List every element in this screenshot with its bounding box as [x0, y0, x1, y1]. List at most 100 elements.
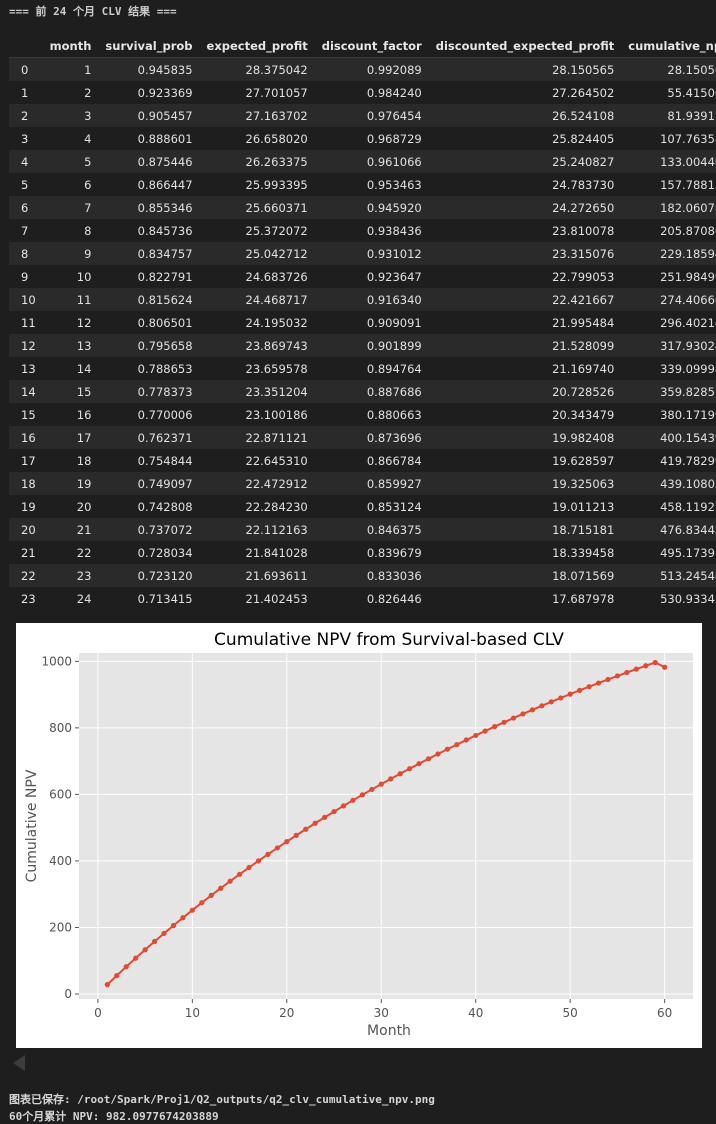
table-cell: 0.737072 — [137, 522, 193, 537]
table-cell: 22 — [76, 545, 92, 560]
series-line — [104, 659, 668, 988]
table-cell: 0.713415 — [137, 591, 193, 606]
table-cell: 23.315076 — [552, 246, 615, 261]
x-tick-label: 30 — [374, 1006, 389, 1020]
row-index: 0 — [21, 62, 29, 77]
table-cell: 182.060788 — [660, 200, 716, 215]
npv-point — [151, 938, 158, 945]
table-cell: 23.100186 — [245, 407, 308, 422]
npv-point — [605, 676, 611, 683]
gridlines — [79, 653, 693, 999]
x-tick-label: 60 — [657, 1006, 672, 1020]
table-cell: 229.185942 — [660, 246, 716, 261]
table-cell: 25.372072 — [245, 223, 308, 238]
table-cell: 0.953463 — [366, 177, 422, 192]
table-cell: 10 — [76, 269, 92, 284]
table-row: 18 19 0.749097 22.472912 0.859927 19.325063 43… — [9, 472, 716, 495]
total-npv-line: 60个月累计 NPV: 982.0977674203889 — [9, 1110, 219, 1123]
row-index: 10 — [21, 292, 36, 307]
table-row: 4 5 0.875446 26.263375 0.961066 25.240827 133.… — [9, 150, 716, 173]
row-index: 3 — [21, 131, 29, 146]
row-index: 12 — [21, 338, 36, 353]
table-row: 19 20 0.742808 22.284230 0.853124 19.011213 45… — [9, 495, 716, 518]
table-cell: 0.976454 — [366, 108, 422, 123]
row-index: 6 — [21, 200, 29, 215]
output-header-line: === 前 24 个月 CLV 结果 === — [9, 5, 177, 18]
row-index: 22 — [21, 568, 36, 583]
table-cell: 25.042712 — [245, 246, 308, 261]
table-cell: 28.150565 — [667, 62, 716, 77]
npv-point — [180, 915, 186, 921]
table-cell: 22.472912 — [245, 476, 308, 491]
table-cell: 419.782995 — [660, 453, 716, 468]
table-row: 5 6 0.866447 25.993395 0.953463 24.783730 157.… — [9, 173, 716, 196]
row-index: 15 — [21, 407, 36, 422]
table-row: 22 23 0.723120 21.693611 0.833036 18.071569 51… — [9, 564, 716, 587]
npv-point — [142, 947, 148, 953]
npv-point — [161, 930, 167, 937]
table-cell: 0.945835 — [137, 62, 193, 77]
table-row: 2 3 0.905457 27.163702 0.976454 26.524108 81.9… — [9, 104, 716, 127]
table-cell: 26.263375 — [245, 154, 308, 169]
npv-point — [123, 964, 129, 970]
table-cell: 0.762371 — [137, 430, 193, 445]
npv-point — [407, 766, 413, 772]
table-cell: 0.742808 — [137, 499, 193, 514]
npv-point — [444, 746, 450, 752]
table-cell: 0.866447 — [137, 177, 193, 192]
npv-point — [170, 922, 177, 929]
table-cell: 0.834757 — [137, 246, 193, 261]
table-row: 17 18 0.754844 22.645310 0.866784 19.628597 41… — [9, 449, 716, 472]
table-cell: 0.880663 — [366, 407, 422, 422]
table-cell: 20.343479 — [552, 407, 615, 422]
table-row: 16 17 0.762371 22.871121 0.873696 19.982408 40… — [9, 426, 716, 449]
table-cell: 107.763580 — [660, 131, 716, 146]
npv-point — [199, 900, 205, 906]
table-cell: 25.240827 — [552, 154, 615, 169]
table-cell: 0.754844 — [137, 453, 193, 468]
table-cell: 317.930245 — [660, 338, 716, 353]
table-cell: 0.822791 — [137, 269, 193, 284]
table-cell: 0.788653 — [137, 361, 193, 376]
table-cell: 18.715181 — [552, 522, 615, 537]
table-cell: 0.873696 — [366, 430, 422, 445]
table-cell: 21.528099 — [552, 338, 615, 353]
npv-point — [454, 741, 460, 748]
table-cell: 22.421667 — [552, 292, 615, 307]
table-cell: 439.108059 — [660, 476, 716, 491]
row-index: 4 — [21, 154, 29, 169]
chart-svg: Cumulative NPV from Survival-based CLV 0… — [24, 630, 693, 1039]
row-index: 11 — [21, 315, 36, 330]
collapse-output-icon[interactable] — [13, 1055, 25, 1071]
table-row: 11 12 0.806501 24.195032 0.909091 21.995484 29… — [9, 311, 716, 334]
table-cell: 23.869743 — [245, 338, 308, 353]
table-cell: 2 — [84, 85, 92, 100]
table-cell: 7 — [84, 200, 92, 215]
table-cell: 24 — [76, 591, 92, 606]
table-row: 20 21 0.737072 22.112163 0.846375 18.715181 47… — [9, 518, 716, 541]
table-cell: 0.875446 — [137, 154, 193, 169]
table-cell: 0.853124 — [366, 499, 422, 514]
npv-point — [539, 703, 545, 709]
table-cell: 0.795658 — [137, 338, 193, 353]
npv-point — [312, 820, 318, 826]
table-row: 7 8 0.845736 25.372072 0.938436 23.810078 205.… — [9, 219, 716, 242]
table-cell: 513.245480 — [660, 568, 716, 583]
x-tick-label: 20 — [279, 1006, 294, 1020]
table-cell: 458.119271 — [660, 499, 716, 514]
table-cell: 0.945920 — [366, 200, 422, 215]
npv-point — [284, 838, 290, 845]
npv-point — [425, 756, 432, 762]
table-cell: 0.845736 — [137, 223, 193, 238]
table-cell: 0.770006 — [137, 407, 193, 422]
table-cell: 400.154399 — [660, 430, 716, 445]
table-cell: 6 — [84, 177, 92, 192]
table-cell: 21 — [76, 522, 92, 537]
npv-point — [435, 751, 441, 757]
table-cell: 0.905457 — [137, 108, 193, 123]
column-header-discount-factor: discount_factor — [314, 34, 429, 58]
table-cell: 16 — [76, 407, 92, 422]
table-cell: 0.855346 — [137, 200, 193, 215]
table-cell: 0.749097 — [137, 476, 193, 491]
y-tick-label: 0 — [64, 987, 72, 1001]
